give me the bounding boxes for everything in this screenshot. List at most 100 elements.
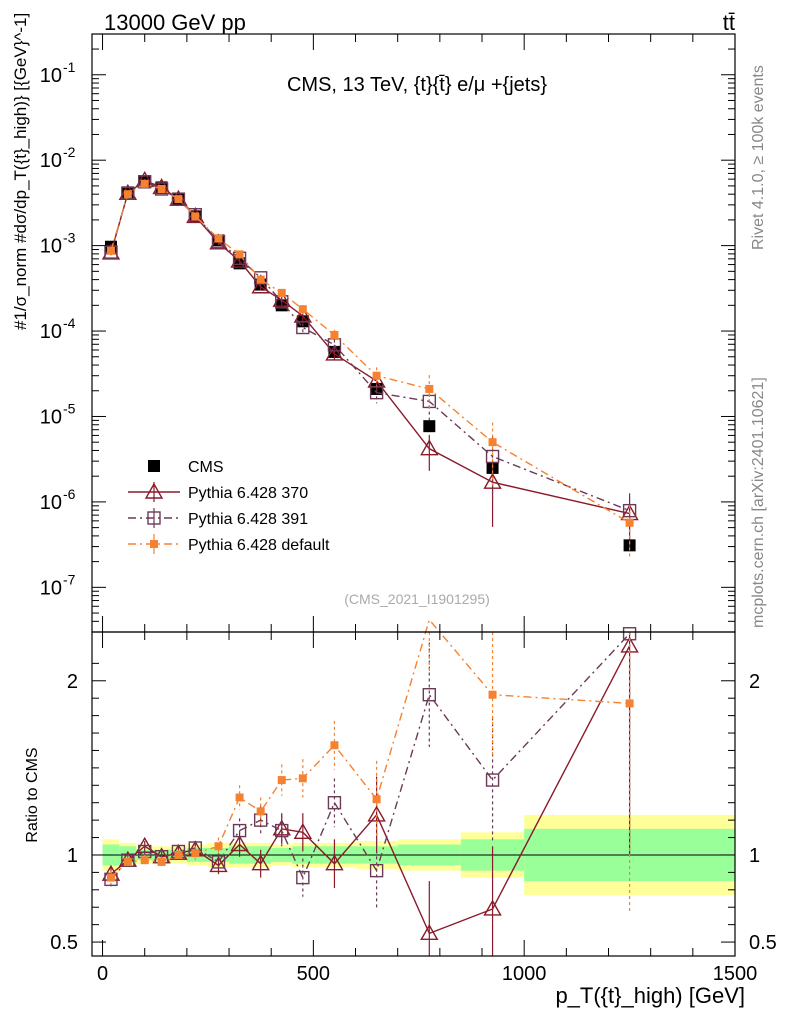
main-y-axis-label: #1/σ_norm #dσ/dp_T({t}_high)} [{GeV}^-1] <box>11 13 30 330</box>
y-tick-label: 10 <box>40 236 62 258</box>
data-point <box>369 385 384 400</box>
rivet-version-label: Rivet 4.1.0, ≥ 100k events <box>750 65 767 250</box>
data-point <box>232 823 247 838</box>
y-tick-label-exponent: -4 <box>63 315 76 331</box>
legend-label: Pythia 6.428 default <box>188 537 330 554</box>
data-point <box>369 863 384 878</box>
data-point <box>293 822 313 840</box>
y-tick-label-exponent: -3 <box>63 230 76 246</box>
data-point <box>251 277 270 294</box>
legend-label: Pythia 6.428 391 <box>188 511 308 528</box>
data-point <box>325 344 344 361</box>
data-point <box>485 449 500 464</box>
data-point <box>256 807 265 816</box>
data-point <box>488 690 497 699</box>
data-point <box>325 854 344 871</box>
data-point <box>171 192 186 206</box>
header-final-state: tt̄ <box>723 10 735 35</box>
data-point <box>420 923 439 941</box>
data-point <box>235 793 244 802</box>
legend-entry: Pythia 6.428 391 <box>128 508 308 528</box>
data-point <box>150 540 158 548</box>
data-point <box>422 688 437 702</box>
data-point <box>298 774 307 783</box>
data-point <box>298 305 307 314</box>
data-point <box>423 420 436 433</box>
data-point <box>140 179 149 188</box>
data-point <box>275 823 289 838</box>
legend-label: Pythia 6.428 370 <box>188 485 308 502</box>
ratio-y-axis-label: Ratio to CMS <box>24 747 41 842</box>
data-point <box>104 245 118 259</box>
top-mask <box>91 0 736 34</box>
data-point <box>622 503 637 518</box>
data-point <box>253 271 268 285</box>
y-tick-label-exponent: -7 <box>63 571 76 587</box>
y-tick-label: 10 <box>40 150 62 172</box>
data-point <box>157 184 166 193</box>
data-point <box>625 518 634 527</box>
y-tick-label: 10 <box>40 321 62 343</box>
data-point <box>277 776 286 785</box>
data-point <box>209 856 228 873</box>
data-point <box>174 195 183 204</box>
y-tick-label-exponent: -6 <box>63 486 76 502</box>
data-point <box>485 773 500 787</box>
data-point <box>144 482 164 499</box>
ratio-series-line <box>110 645 631 935</box>
data-point <box>174 850 183 859</box>
mcplots-reference-label: mcplots.cern.ch [arXiv:2401.10621] <box>750 377 767 628</box>
data-point <box>230 835 249 852</box>
data-point <box>256 275 265 284</box>
x-tick-label: 1000 <box>502 963 547 985</box>
data-point <box>148 460 160 472</box>
data-point <box>330 741 339 750</box>
y-tick-label-exponent: -1 <box>63 59 76 75</box>
data-point <box>296 320 310 335</box>
ratio-y-tick-label-right: 0.5 <box>749 932 777 954</box>
data-point <box>191 212 200 221</box>
data-point <box>123 857 132 866</box>
series-line <box>110 179 630 515</box>
data-point <box>235 250 244 259</box>
data-point <box>147 511 161 525</box>
data-point <box>330 330 339 339</box>
data-point <box>272 290 291 307</box>
series-line <box>110 182 630 524</box>
ratio-plot-frame <box>91 631 736 957</box>
plot-title: CMS, 13 TeV, {t}{t̄} e/μ +{jets} <box>287 74 547 96</box>
x-tick-label: 0 <box>97 963 108 985</box>
y-tick-label-exponent: -2 <box>63 144 76 160</box>
data-point <box>121 853 135 867</box>
data-point <box>157 857 166 866</box>
data-point <box>483 899 502 916</box>
x-tick-label: 1500 <box>713 963 758 985</box>
data-point <box>214 234 223 243</box>
data-point <box>188 208 203 222</box>
ratio-y-tick-label-right: 1 <box>749 845 760 867</box>
header-process: 13000 GeV pp <box>104 10 246 35</box>
analysis-watermark: (CMS_2021_I1901295) <box>344 591 490 607</box>
y-tick-label-exponent: -5 <box>63 400 76 416</box>
x-axis-label: p_T({t}_high) [GeV] <box>555 983 745 1008</box>
data-point <box>140 856 149 865</box>
data-point <box>251 854 270 871</box>
y-tick-label: 10 <box>40 65 62 87</box>
legend-entry: Pythia 6.428 default <box>128 534 330 554</box>
x-tick-label: 500 <box>297 963 330 985</box>
data-point <box>106 246 115 255</box>
ratio-y-tick-label-right: 2 <box>749 671 760 693</box>
data-point <box>625 699 634 708</box>
data-point <box>106 873 115 882</box>
y-tick-label: 10 <box>40 577 62 599</box>
legend-label: CMS <box>188 459 224 476</box>
data-point <box>277 288 286 297</box>
data-point <box>154 182 169 196</box>
ratio-y-tick-label: 0.5 <box>50 932 78 954</box>
data-point <box>372 795 381 804</box>
data-point <box>488 438 497 447</box>
y-tick-label: 10 <box>40 492 62 514</box>
y-tick-label: 10 <box>40 406 62 428</box>
data-point <box>191 849 200 858</box>
